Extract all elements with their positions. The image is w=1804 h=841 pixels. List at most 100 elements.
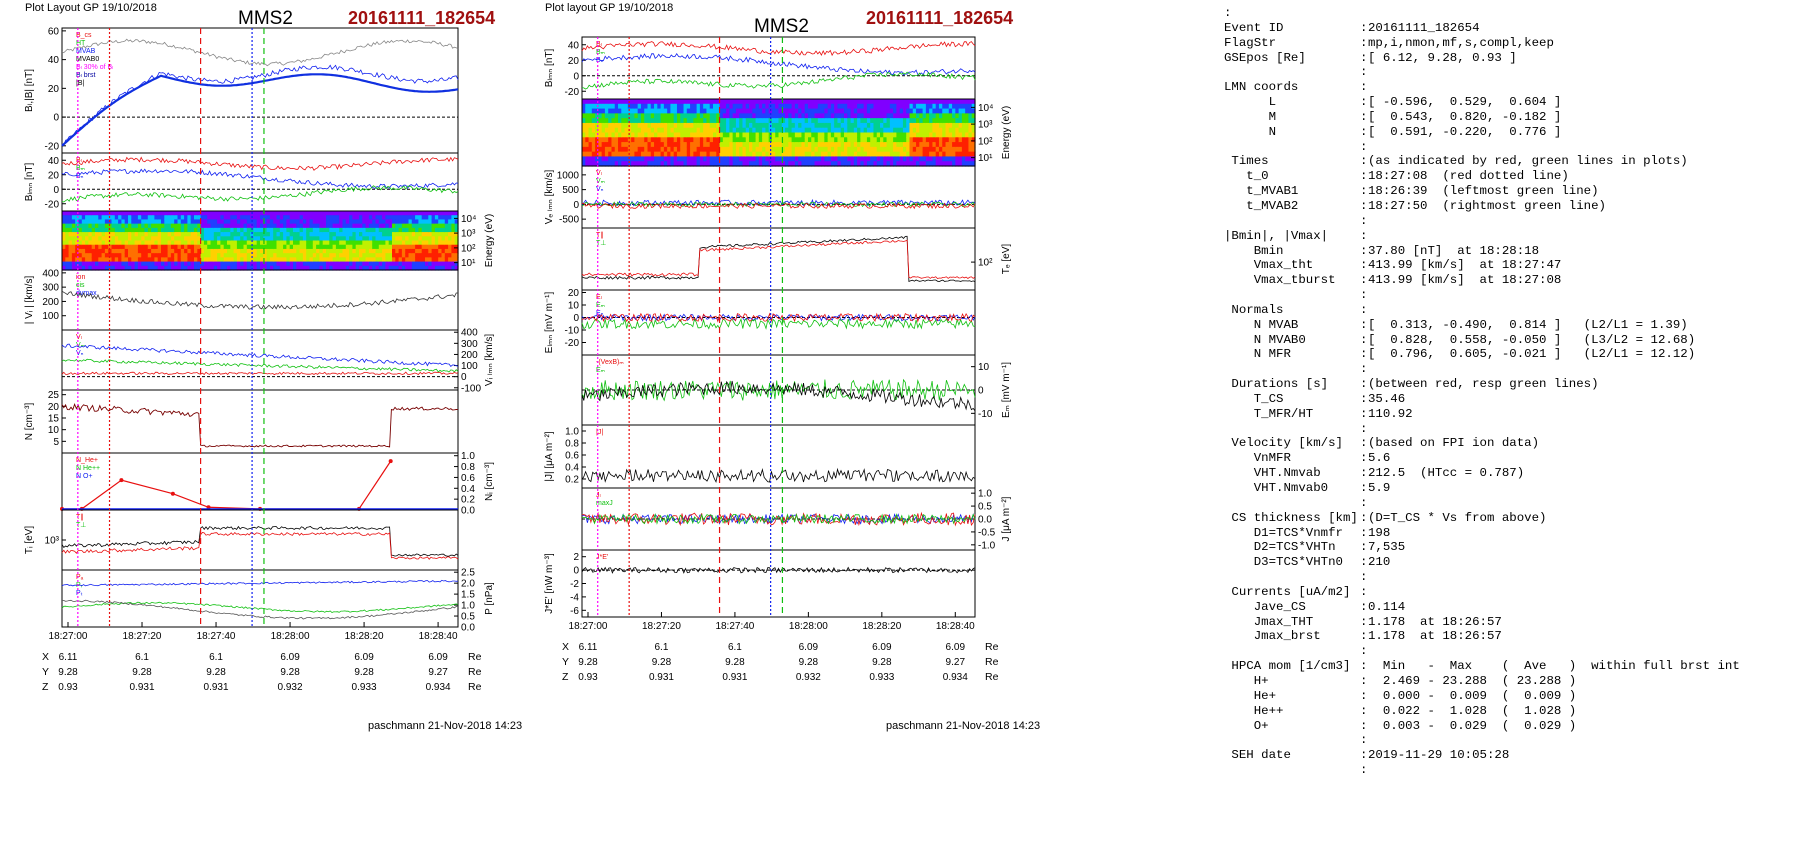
spectrogram-cell — [798, 137, 803, 143]
spectrogram-cell — [273, 232, 278, 237]
spectrogram-cell — [716, 151, 721, 158]
spectrogram-cell — [62, 232, 66, 237]
spectrogram-cell — [339, 232, 344, 237]
spectrogram-cell — [595, 142, 599, 148]
spectrogram-cell — [378, 257, 383, 263]
spectrogram-cell — [365, 215, 370, 221]
spectrogram-cell — [958, 122, 963, 129]
spectrogram-cell — [385, 253, 390, 258]
spectrogram-cell — [637, 103, 642, 110]
spectrogram-cell — [425, 240, 429, 246]
spectrogram-cell — [968, 108, 973, 114]
spectrogram-cell — [627, 113, 632, 119]
spectrogram-cell — [663, 132, 668, 138]
spectrogram-cell — [250, 232, 254, 237]
spectrogram-cell — [349, 236, 353, 242]
spectrogram-cell — [312, 232, 317, 237]
spectrogram-cell — [611, 113, 616, 119]
spectrogram-cell — [614, 103, 619, 110]
spectrogram-cell — [451, 261, 456, 267]
spectrogram-cell — [680, 122, 685, 129]
spectrogram-cell — [794, 151, 799, 158]
spectrogram-cell — [236, 211, 241, 216]
spectrogram-cell — [902, 132, 907, 138]
spectrogram-cell — [634, 103, 639, 110]
spectrogram-cell — [739, 142, 744, 148]
spectrogram-cell — [598, 108, 603, 114]
spectrogram-cell — [233, 265, 238, 271]
spectrogram-cell — [624, 127, 629, 134]
spectrogram-cell — [771, 142, 776, 148]
spectrogram-cell — [771, 137, 776, 143]
legend-entry: cis — [76, 282, 85, 289]
spectrogram-cell — [187, 227, 192, 233]
spectrogram-cell — [375, 232, 380, 237]
spectrogram-cell — [804, 113, 809, 119]
panel-frame — [61, 509, 459, 571]
spectrogram-cell — [451, 248, 456, 254]
spectrogram-cell — [141, 227, 146, 233]
spectrogram-cell — [781, 151, 786, 158]
spectrogram-cell — [837, 156, 842, 162]
spectrogram-cell — [279, 232, 284, 237]
spectrogram-cell — [200, 211, 205, 216]
legend-entry: |J| — [596, 429, 603, 436]
spectrogram-cell — [104, 240, 109, 246]
spectrogram-cell — [167, 232, 172, 237]
spectrogram-cell — [296, 265, 301, 271]
info-row: : — [1224, 140, 1799, 155]
spectrogram-cell — [385, 211, 390, 216]
spectrogram-cell — [729, 108, 734, 114]
spectrogram-cell — [233, 253, 238, 258]
spectrogram-cell — [164, 236, 169, 242]
spectrogram-cell — [827, 156, 832, 162]
spectrogram-cell — [830, 137, 835, 143]
spectrogram-cell — [886, 118, 891, 124]
info-row: T_CS:35.46 — [1224, 392, 1799, 407]
spectrogram-cell — [719, 99, 724, 105]
spectrogram-cell — [945, 137, 950, 143]
spectrogram-cell — [335, 219, 340, 225]
info-row: N MVAB0:[ 0.828, 0.558, -0.050 ] (L3/L2 … — [1224, 333, 1799, 348]
spectrogram-cell — [233, 261, 238, 267]
spectrogram-cell — [359, 261, 363, 267]
spectrogram-cell — [752, 103, 757, 110]
spectrogram-cell — [598, 118, 603, 124]
tick-label: 0 — [573, 200, 579, 211]
spectrogram-cell — [647, 99, 652, 105]
spectrogram-cell — [899, 161, 904, 167]
spectrogram-cell — [785, 99, 789, 105]
spectrogram-cell — [293, 261, 297, 267]
spectrogram-cell — [378, 232, 383, 237]
spectrogram-cell — [227, 244, 231, 250]
coord-value: 6.11 — [59, 652, 78, 663]
tick-label: -10 — [978, 409, 993, 420]
spectrogram-cell — [418, 240, 423, 246]
spectrogram-cell — [873, 118, 878, 124]
spectrogram-cell — [745, 108, 750, 114]
spectrogram-cell — [922, 103, 927, 110]
spectrogram-cell — [243, 253, 248, 258]
spectrogram-cell — [647, 103, 652, 110]
spectrogram-cell — [919, 161, 924, 167]
spectrogram-cell — [438, 215, 443, 221]
spectrogram-cell — [971, 137, 976, 143]
spectrogram-cell — [170, 236, 175, 242]
spectrogram-cell — [670, 118, 675, 124]
info-label: SEH date — [1224, 748, 1291, 763]
spectrogram-cell — [742, 113, 747, 119]
spectrogram-cell — [788, 142, 793, 148]
spectrogram-cell — [611, 103, 616, 110]
spectrogram-cell — [286, 265, 291, 271]
spectrogram-cell — [883, 127, 888, 134]
spectrogram-cell — [614, 113, 619, 119]
info-separator: : — [1360, 451, 1368, 466]
spectrogram-cell — [454, 227, 459, 233]
spectrogram-cell — [857, 99, 861, 105]
spectrogram-cell — [411, 253, 416, 258]
spectrogram-cell — [657, 108, 662, 114]
spectrogram-cell — [873, 146, 878, 153]
spectrogram-cell — [834, 103, 839, 110]
spectrogram-cell — [293, 248, 297, 254]
